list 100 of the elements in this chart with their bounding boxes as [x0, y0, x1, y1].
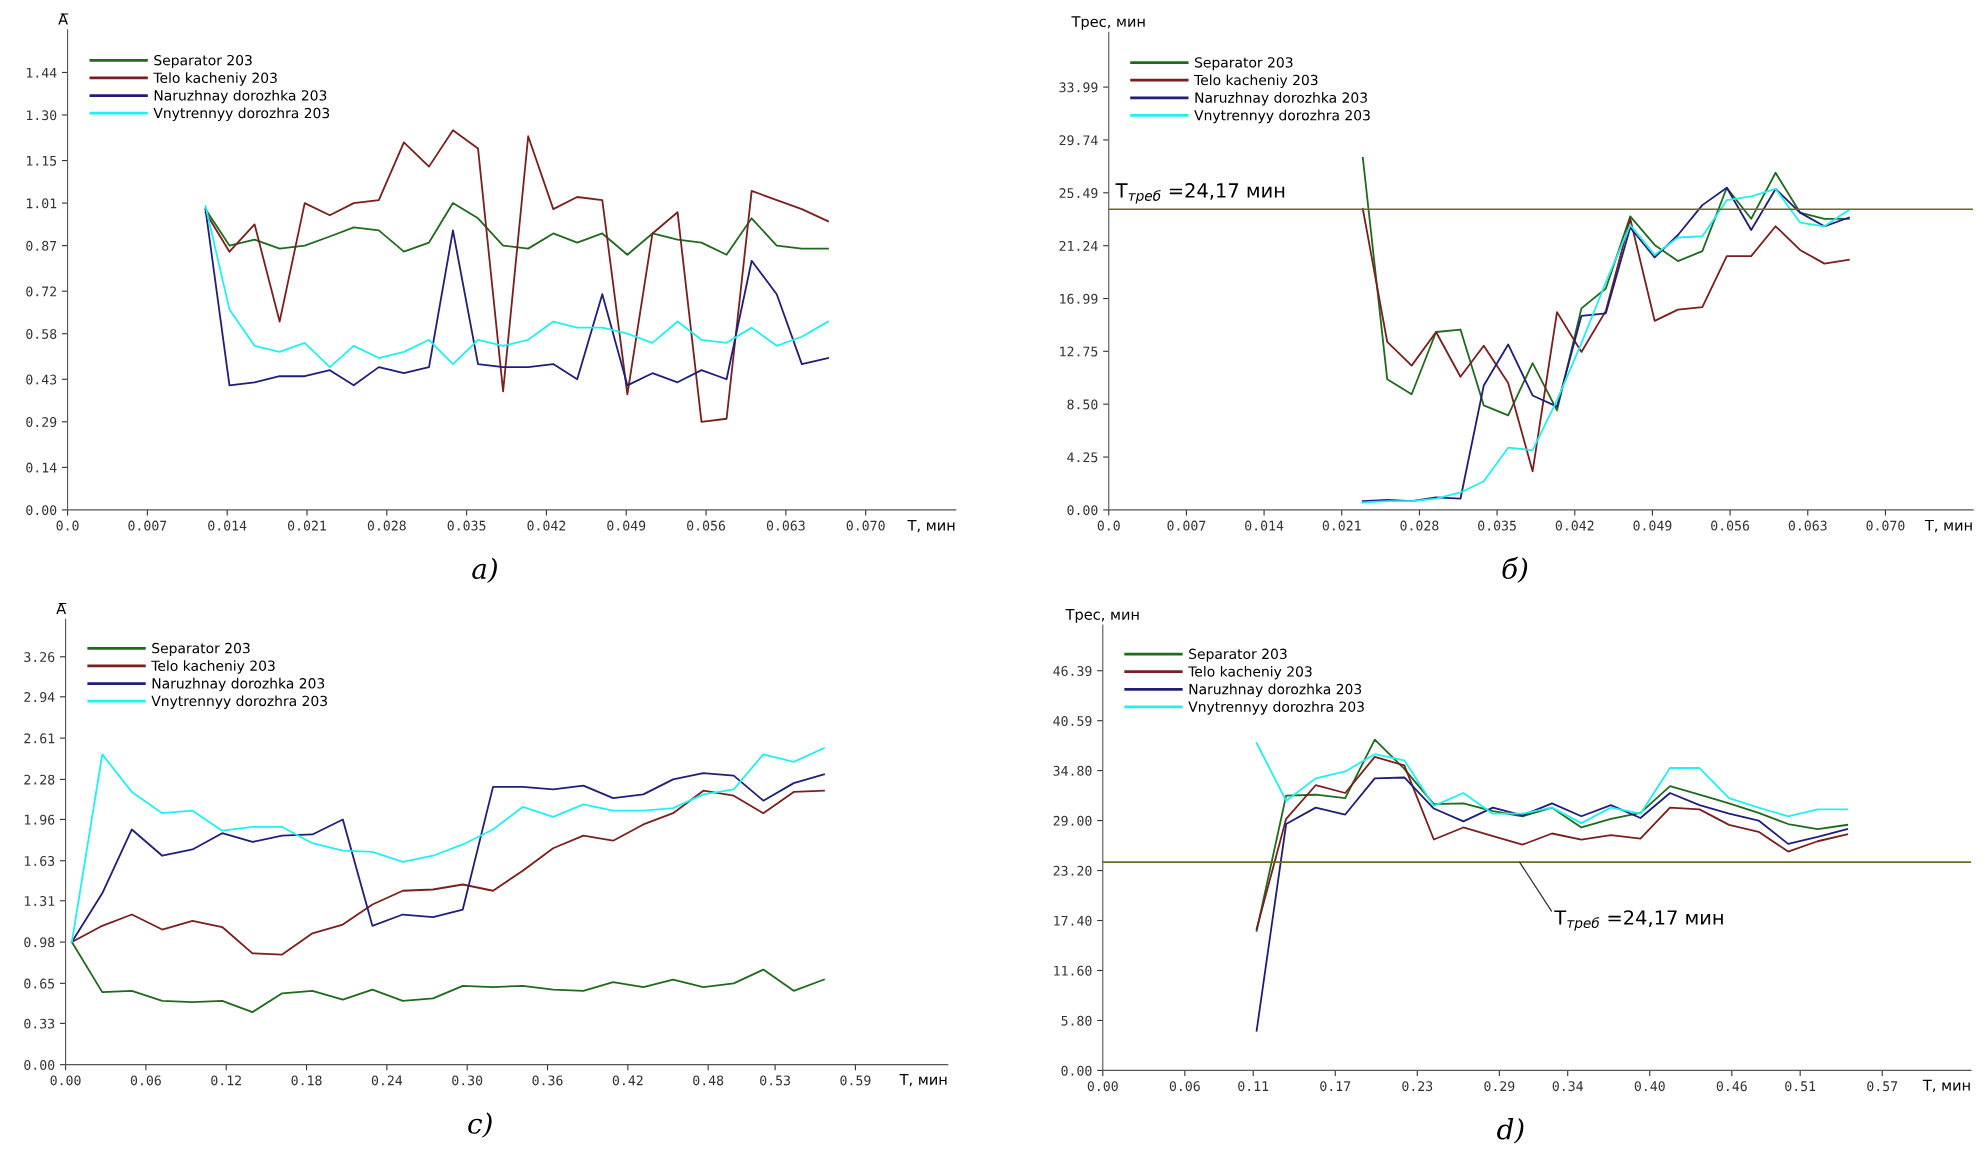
x-tick-label: 0.014 — [1245, 520, 1284, 531]
y-tick-label: 1.15 — [26, 155, 57, 166]
y-tick-label: 0.00 — [24, 1059, 55, 1070]
text: a) — [472, 557, 497, 583]
x-tick-label: 0.06 — [130, 1075, 161, 1086]
x-axis-title: T, мин — [1924, 519, 1972, 533]
y-tick-label: 2.94 — [24, 692, 55, 703]
y-tick-label: 1.31 — [24, 896, 55, 906]
legend-label: Vnytrennyy dorozhra 203 — [1194, 109, 1370, 124]
x-tick-label: 0.0 — [1097, 520, 1120, 531]
x-axis-title: T, мин — [1922, 1079, 1970, 1093]
y-tick-label: 8.50 — [1067, 399, 1098, 410]
legend-label: Naruzhnay dorozhka 203 — [152, 677, 325, 692]
y-axis-title: Трес, мин — [1071, 16, 1145, 30]
x-tick-label: 0.042 — [527, 520, 566, 531]
legend-label: Telo kacheniy 203 — [1194, 74, 1318, 88]
legend-label: Naruzhnay dorozhka 203 — [154, 89, 327, 104]
x-tick-label: 0.049 — [1633, 520, 1672, 531]
line-series — [1255, 776, 1849, 1032]
x-tick-label: 0.056 — [687, 520, 726, 531]
x-tick-label: 0.070 — [846, 520, 885, 531]
y-tick-label: 0.00 — [1067, 505, 1098, 516]
y-tick-label: 29.74 — [1059, 135, 1098, 146]
y-tick-label: 17.40 — [1054, 915, 1092, 926]
y-tick-label: 11.60 — [1054, 965, 1092, 976]
x-tick-label: 0.070 — [1866, 520, 1905, 531]
text: c) — [468, 1112, 492, 1138]
x-tick-label: 0.021 — [287, 520, 326, 531]
text: d) — [1497, 1118, 1524, 1144]
x-tick-label: 0.035 — [447, 520, 486, 531]
x-tick-label: 0.056 — [1711, 520, 1750, 531]
y-tick-label: 1.44 — [26, 67, 57, 78]
y-axis-title: A̅ — [58, 13, 69, 25]
y-tick-label: 21.24 — [1059, 240, 1098, 251]
legend-label: Separator 203 — [154, 54, 252, 69]
x-tick-label: 0.57 — [1867, 1081, 1898, 1092]
line-series — [70, 789, 825, 956]
x-tick-label: 0.021 — [1322, 520, 1361, 531]
x-tick-label: 0.46 — [1716, 1081, 1747, 1092]
x-tick-label: 0.12 — [211, 1075, 241, 1086]
legend-label: Vnytrennyy dorozhra 203 — [153, 107, 330, 121]
y-tick-label: 33.99 — [1059, 82, 1098, 93]
x-tick-label: 0.34 — [1552, 1081, 1583, 1092]
y-tick-label: 1.30 — [26, 110, 57, 121]
x-tick-label: 0.06 — [1169, 1081, 1200, 1092]
y-tick-label: 29.00 — [1053, 815, 1092, 826]
x-tick-label: 0.40 — [1634, 1081, 1665, 1092]
x-tick-label: 0.007 — [1167, 520, 1206, 531]
legend-label: Telo kacheniy 203 — [153, 72, 277, 86]
ref-line-label: T$_{треб}$ =24,17 мин — [1115, 183, 1285, 204]
x-tick-label: 0.014 — [208, 520, 247, 531]
text: б) — [1502, 556, 1528, 583]
y-tick-label: 12.75 — [1060, 346, 1098, 357]
y-tick-label: 0.00 — [26, 505, 57, 516]
y-tick-label: 0.65 — [24, 978, 55, 989]
y-tick-label: 1.01 — [26, 198, 57, 209]
x-tick-label: 0.049 — [607, 520, 646, 531]
y-tick-label: 25.49 — [1059, 188, 1098, 199]
x-tick-label: 0.00 — [1087, 1081, 1118, 1092]
x-tick-label: 0.36 — [532, 1075, 563, 1086]
x-tick-label: 0.59 — [840, 1075, 871, 1086]
y-tick-label: 0.00 — [1061, 1065, 1092, 1076]
legend-label: Separator 203 — [1189, 648, 1287, 662]
y-tick-label: 0.87 — [26, 240, 57, 251]
y-axis-title: Трес, мин — [1065, 609, 1139, 623]
y-tick-label: 4.25 — [1067, 452, 1098, 463]
x-tick-label: 0.24 — [371, 1075, 403, 1086]
legend-label: Telo kacheniy 203 — [151, 660, 275, 674]
y-tick-label: 34.80 — [1053, 765, 1092, 776]
line-series — [70, 941, 825, 1014]
x-tick-label: 0.063 — [766, 520, 805, 531]
legend-label: Naruzhnay dorozhka 203 — [1189, 683, 1362, 698]
x-tick-label: 0.035 — [1478, 520, 1516, 531]
legend-label: Vnytrennyy dorozhra 203 — [151, 695, 327, 709]
y-tick-label: 0.98 — [24, 937, 55, 948]
y-tick-label: 46.39 — [1053, 666, 1092, 676]
line-series — [1361, 156, 1850, 417]
x-tick-label: 0.00 — [50, 1075, 81, 1086]
legend-label: Separator 203 — [152, 642, 250, 657]
y-axis-title: A̅ — [56, 602, 67, 614]
y-tick-label: 40.59 — [1053, 715, 1092, 726]
line-series — [1361, 207, 1850, 473]
y-tick-label: 23.20 — [1053, 865, 1092, 876]
x-tick-label: 0.042 — [1555, 520, 1594, 531]
line-series — [1255, 742, 1849, 825]
y-tick-label: 1.96 — [24, 814, 55, 825]
y-tick-label: 0.14 — [26, 462, 57, 473]
x-tick-label: 0.007 — [128, 520, 167, 531]
legend-label: Telo kacheniy 203 — [1188, 665, 1312, 680]
y-tick-label: 0.58 — [26, 328, 57, 339]
x-tick-label: 0.028 — [367, 520, 406, 531]
ref-line-label: T$_{треб}$ =24,17 мин — [1554, 910, 1723, 931]
y-tick-label: 3.26 — [24, 652, 55, 663]
y-tick-label: 2.28 — [24, 774, 55, 785]
y-tick-label: 0.72 — [26, 286, 57, 297]
y-tick-label: 0.43 — [26, 374, 57, 385]
y-tick-label: 16.99 — [1060, 293, 1098, 304]
x-tick-label: 0.0 — [56, 520, 79, 531]
x-tick-label: 0.51 — [1785, 1081, 1816, 1092]
x-tick-label: 0.23 — [1402, 1081, 1433, 1092]
